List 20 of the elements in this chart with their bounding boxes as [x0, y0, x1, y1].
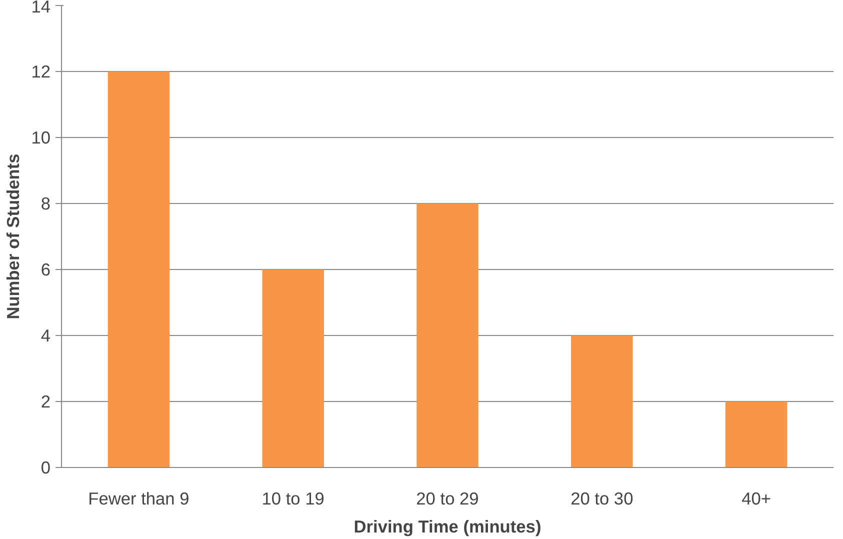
- x-tick-label: 10 to 19: [262, 488, 324, 508]
- y-axis-title: Number of Students: [3, 154, 24, 320]
- x-tick-label: Fewer than 9: [88, 488, 190, 508]
- y-tick-label: 4: [40, 326, 51, 346]
- x-tick-label: 20 to 30: [570, 488, 634, 508]
- y-tick-label: 2: [40, 392, 51, 412]
- bar: [725, 402, 788, 468]
- y-tick-label: 6: [40, 260, 51, 280]
- y-tick-label: 12: [31, 62, 51, 82]
- y-tick-label: 10: [31, 128, 51, 148]
- x-axis-title: Driving Time (minutes): [354, 516, 542, 536]
- y-tick-label: 14: [31, 0, 51, 16]
- x-tick-label: 20 to 29: [416, 488, 479, 508]
- bar: [108, 72, 170, 468]
- y-tick-label: 8: [40, 194, 51, 214]
- bar: [416, 204, 478, 468]
- y-tick-label: 0: [40, 458, 51, 478]
- x-tick-label: 40+: [742, 488, 772, 508]
- bar: [262, 270, 324, 468]
- bar: [571, 336, 633, 468]
